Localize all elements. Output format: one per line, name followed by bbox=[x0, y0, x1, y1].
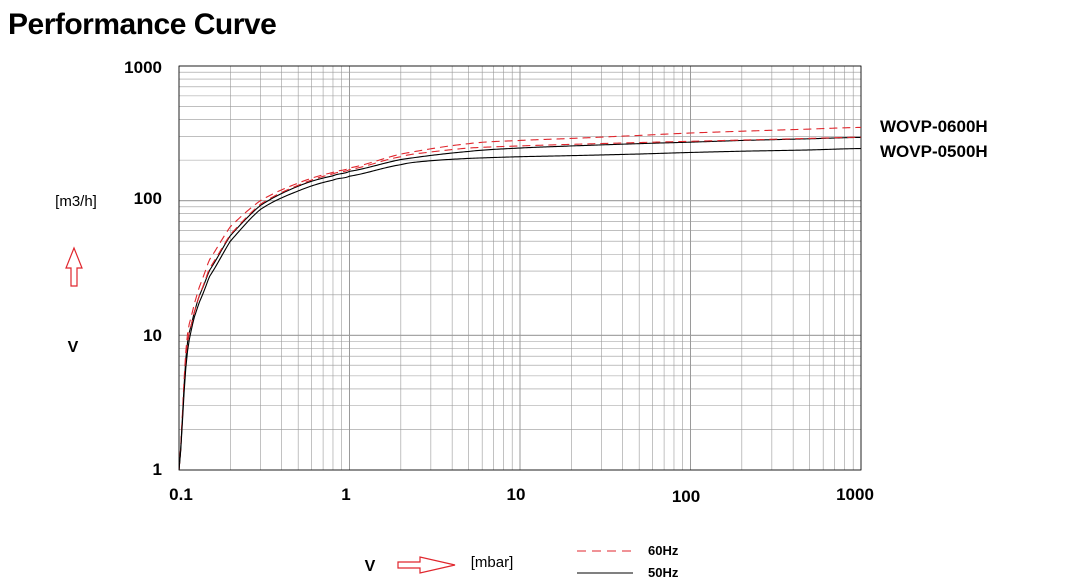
y-tick-10: 10 bbox=[143, 326, 162, 345]
y-tick-1000: 1000 bbox=[124, 58, 162, 77]
annotation-wovp-0600h: WOVP-0600H bbox=[880, 117, 988, 136]
x-axis-label: [mbar] bbox=[471, 554, 514, 571]
x-tick-1000: 1000 bbox=[836, 485, 874, 504]
right-arrow-icon bbox=[397, 556, 456, 574]
y-axis-symbol: V bbox=[68, 339, 79, 356]
y-axis-label: [m3/h] bbox=[55, 193, 97, 210]
legend-label-60hz: 60Hz bbox=[648, 543, 679, 558]
y-tick-100: 100 bbox=[134, 189, 162, 208]
x-tick-0-1: 0.1 bbox=[169, 485, 193, 504]
x-tick-100: 100 bbox=[672, 487, 700, 506]
x-tick-10: 10 bbox=[507, 485, 526, 504]
up-arrow-icon bbox=[65, 246, 83, 287]
legend-label-50hz: 50Hz bbox=[648, 565, 679, 580]
grid-lines bbox=[178, 65, 862, 471]
series-line-wovp-0500h-60hz bbox=[179, 136, 861, 470]
legend: 60Hz 50Hz bbox=[577, 543, 679, 580]
x-tick-1: 1 bbox=[341, 485, 350, 504]
curve-group bbox=[179, 126, 861, 470]
series-line-wovp-0500h-50hz bbox=[179, 147, 861, 470]
y-tick-1: 1 bbox=[153, 460, 162, 479]
chart-title: Performance Curve bbox=[8, 8, 277, 41]
x-axis-symbol: V bbox=[365, 558, 376, 575]
series-line-wovp-0600h-60hz bbox=[179, 126, 861, 470]
plot-frame bbox=[178, 65, 862, 471]
annotation-wovp-0500h: WOVP-0500H bbox=[880, 142, 988, 161]
